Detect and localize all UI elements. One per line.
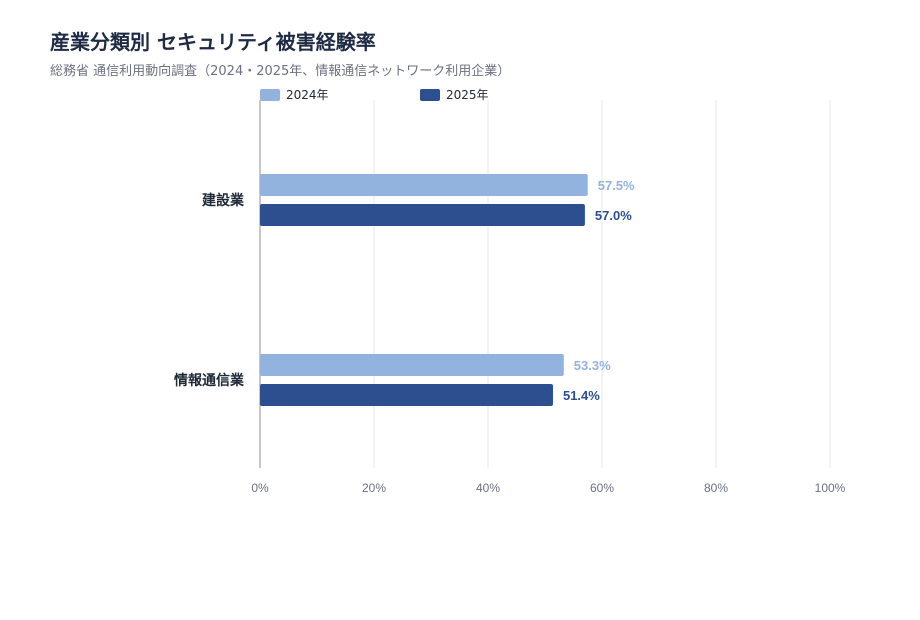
data-label-construction-2025: 57.0% [595,208,632,223]
legend-label-2025: 2025年 [446,88,489,102]
bar-construction-2025 [260,204,585,226]
category-label-construction: 建設業 [202,193,244,209]
data-label-ict-2025: 51.4% [563,388,600,403]
bar-ict-2025 [260,384,553,406]
chart-subtitle: 総務省 通信利用動向調査（2024・2025年、情報通信ネットワーク利用企業） [50,64,511,79]
legend-swatch-2025 [420,88,440,101]
category-label-ict: 情報通信業 [174,373,244,389]
chart-title: 産業分類別 セキュリティ被害経験率 [50,30,376,54]
legend-label-2024: 2024年 [286,88,329,102]
data-label-construction-2024: 57.5% [598,178,635,193]
legend-item-2025: 2025年 [420,86,489,103]
x-tick-label-100: 100% [815,481,846,495]
legend-item-2024: 2024年 [260,86,329,103]
legend-swatch-2024 [260,88,280,101]
x-tick-label-80: 80% [704,481,728,495]
x-tick-label-40: 40% [476,481,500,495]
x-tick-label-60: 60% [590,481,614,495]
legend: 2024年 2025年 [0,86,920,104]
bar-construction-2024 [260,174,588,196]
bar-ict-2024 [260,354,564,376]
x-tick-label-20: 20% [362,481,386,495]
data-label-ict-2024: 53.3% [574,358,611,373]
x-tick-label-0: 0% [251,481,269,495]
